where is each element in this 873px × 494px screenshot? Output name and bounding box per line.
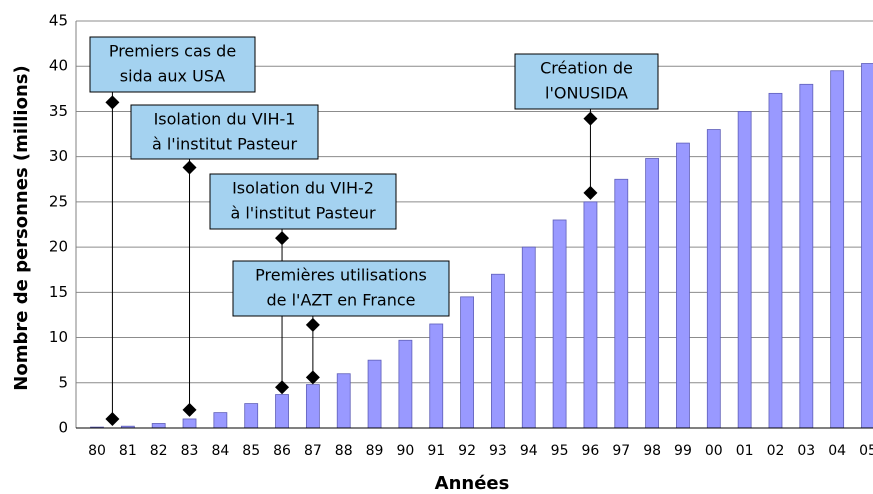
x-tick-label: 02 <box>767 443 785 459</box>
x-tick-label: 97 <box>612 443 630 459</box>
y-tick-label: 45 <box>49 12 68 30</box>
annotation-marker <box>182 402 197 417</box>
x-tick-label: 05 <box>859 443 873 459</box>
x-tick-label: 01 <box>736 443 754 459</box>
annotation-box <box>209 173 397 230</box>
bar <box>614 178 629 429</box>
bar <box>799 83 814 429</box>
x-tick-label: 98 <box>643 443 661 459</box>
x-tick-label: 87 <box>304 443 322 459</box>
x-tick-label: 88 <box>335 443 353 459</box>
y-tick-label: 40 <box>49 57 68 75</box>
annotation-marker <box>275 231 290 246</box>
annotation-text: Isolation du VIH-2 <box>232 179 374 198</box>
bar <box>706 129 721 429</box>
bar <box>244 403 259 429</box>
x-tick-label: 83 <box>181 443 199 459</box>
bar <box>213 412 228 429</box>
annotation-marker <box>305 317 320 332</box>
x-tick-label: 04 <box>828 443 846 459</box>
annotation-text: l'ONUSIDA <box>545 84 628 103</box>
bar <box>768 92 783 429</box>
x-tick-label: 85 <box>242 443 260 459</box>
x-tick-label: 89 <box>366 443 384 459</box>
x-tick-label: 86 <box>273 443 291 459</box>
annotation-text: Premières utilisations <box>255 266 427 285</box>
bar <box>367 359 382 429</box>
bar <box>491 273 505 429</box>
annotation-box <box>232 260 450 317</box>
bar <box>398 339 413 429</box>
bar <box>830 70 845 429</box>
x-tick-label: 82 <box>150 443 168 459</box>
bar <box>861 63 873 429</box>
bar <box>151 423 166 429</box>
x-tick-label: 80 <box>88 443 106 459</box>
bar <box>305 384 320 429</box>
x-tick-label: 00 <box>705 443 723 459</box>
annotation-text: à l'institut Pasteur <box>230 204 375 223</box>
y-tick-label: 30 <box>49 147 68 165</box>
bar <box>552 219 567 429</box>
bar <box>676 142 690 429</box>
x-tick-label: 95 <box>551 443 569 459</box>
bar <box>429 323 444 429</box>
x-tick-label: 90 <box>396 443 414 459</box>
bar <box>182 418 197 429</box>
annotation-text: sida aux USA <box>120 67 225 86</box>
x-tick-label: 99 <box>674 443 692 459</box>
x-tick-label: 93 <box>489 443 507 459</box>
x-tick-label: 84 <box>211 443 229 459</box>
annotation-text: à l'institut Pasteur <box>152 135 297 154</box>
x-tick-label: 81 <box>119 443 137 459</box>
y-tick-label: 25 <box>49 192 68 210</box>
annotation-marker <box>305 370 320 385</box>
y-tick-label: 35 <box>49 102 68 120</box>
annotation-marker <box>182 160 197 175</box>
annotation-marker <box>105 95 120 110</box>
annotation-box <box>130 104 319 160</box>
bar <box>275 394 289 429</box>
y-tick-label: 15 <box>49 283 68 301</box>
x-tick-label: 91 <box>427 443 445 459</box>
annotation-marker <box>583 185 598 200</box>
bar <box>583 201 598 429</box>
x-tick-label: 92 <box>458 443 476 459</box>
bar <box>336 373 351 429</box>
annotation-box <box>514 53 659 110</box>
x-tick-label: 03 <box>797 443 815 459</box>
annotation-text: Création de <box>540 59 633 78</box>
annotation-marker <box>583 111 598 126</box>
x-tick-label: 96 <box>582 443 600 459</box>
y-tick-label: 20 <box>49 238 68 256</box>
x-axis-label: Années <box>435 473 510 494</box>
bar <box>737 111 752 429</box>
annotation-text: Premiers cas de <box>109 42 236 61</box>
annotation-box <box>89 36 256 93</box>
y-tick-label: 10 <box>49 328 68 346</box>
y-tick-label: 5 <box>58 373 68 391</box>
bar <box>521 246 536 429</box>
y-tick-label: 0 <box>58 419 68 437</box>
bar <box>645 158 660 429</box>
annotation-text: de l'AZT en France <box>267 291 416 310</box>
y-axis-label: Nombre de personnes (millions) <box>11 65 32 390</box>
bar <box>460 296 474 429</box>
annotation-marker <box>105 411 120 426</box>
annotation-text: Isolation du VIH-1 <box>154 110 296 129</box>
annotation-marker <box>275 380 290 395</box>
x-tick-label: 94 <box>520 443 538 459</box>
